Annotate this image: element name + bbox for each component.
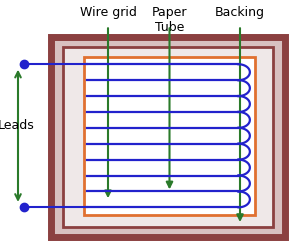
Text: Paper
Tube: Paper Tube [152, 6, 187, 34]
Text: Wire grid: Wire grid [80, 6, 136, 19]
FancyBboxPatch shape [51, 38, 285, 237]
FancyBboxPatch shape [84, 58, 255, 215]
Text: Leads: Leads [0, 118, 35, 132]
Text: Backing: Backing [215, 6, 265, 19]
FancyBboxPatch shape [63, 48, 273, 228]
